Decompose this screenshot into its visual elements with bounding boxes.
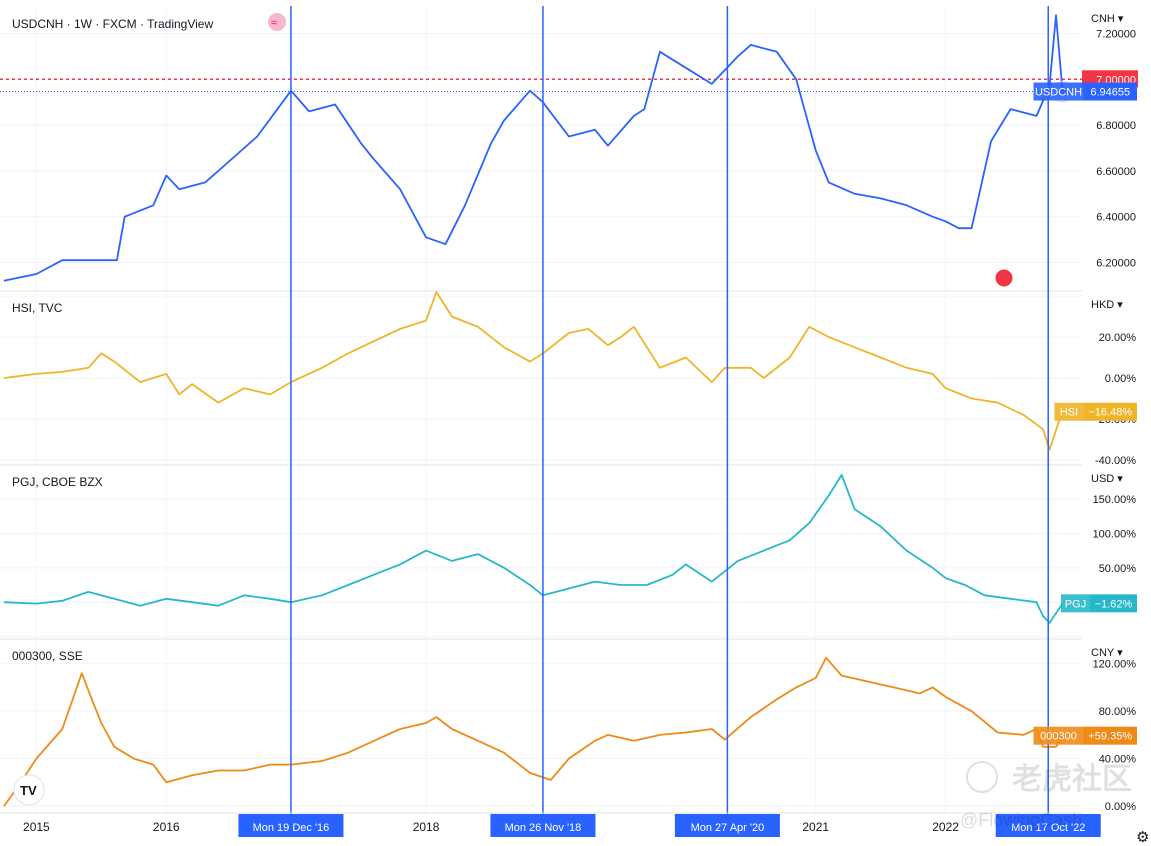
last-value-label: +59.35% xyxy=(1088,731,1132,743)
x-tick-label: 2022 xyxy=(932,820,959,834)
last-value-tag xyxy=(1083,82,1137,101)
price-axis-strip[interactable] xyxy=(1082,0,1151,846)
y-tick-label: -40.00% xyxy=(1095,455,1136,467)
last-value-label: −1.62% xyxy=(1095,598,1133,610)
marker-date-tag xyxy=(995,814,1101,837)
last-value-tag xyxy=(1083,402,1137,421)
pane-4[interactable]: 000300, SSE xyxy=(0,638,1151,812)
pane-title: 000300, SSE xyxy=(12,649,83,663)
watermark-logo-icon xyxy=(966,761,998,793)
y-tick-label: 6.20000 xyxy=(1096,258,1136,270)
y-tick-label: 150.00% xyxy=(1093,494,1137,506)
y-tick-label: 0.00% xyxy=(1105,801,1136,813)
last-value-tag xyxy=(1083,726,1137,745)
last-value-tag xyxy=(1090,594,1137,613)
pane-title: USDCNH · 1W · FXCM · TradingView xyxy=(12,17,213,31)
pane-title: PGJ, CBOE BZX xyxy=(12,475,103,489)
y-tick-label: 40.00% xyxy=(1099,754,1137,766)
watermark-handle: @FlowingCash xyxy=(960,810,1082,830)
series-name-label: PGJ xyxy=(1065,598,1086,610)
pane-2[interactable]: HSI, TVC xyxy=(0,290,1151,464)
marker-date-tag xyxy=(238,814,344,837)
series-line[interactable] xyxy=(3,656,1064,807)
watermark: 老虎社区 @FlowingCash xyxy=(960,761,1132,830)
y-tick-label: 0.00% xyxy=(1105,373,1136,385)
y-tick-label: 120.00% xyxy=(1093,659,1137,671)
series-name-tag[interactable] xyxy=(1033,82,1084,101)
tradingview-logo[interactable]: TV xyxy=(13,774,45,806)
vertical-markers-layer xyxy=(290,6,1049,814)
axis-currency[interactable]: CNY ▾ xyxy=(1091,647,1123,659)
marker-date-tag xyxy=(674,814,780,837)
last-value-label: 6.94655 xyxy=(1090,87,1130,99)
axis-currency[interactable]: USD ▾ xyxy=(1091,473,1123,485)
y-tick-label: 7.20000 xyxy=(1096,28,1136,40)
y-tick-label: 100.00% xyxy=(1093,528,1137,540)
marker-date-label: Mon 17 Oct '22 xyxy=(1011,822,1085,834)
marker-date-label: Mon 26 Nov '18 xyxy=(505,822,582,834)
series-name-tag[interactable] xyxy=(1033,726,1084,745)
series-name-label: HSI xyxy=(1060,407,1078,419)
gear-icon[interactable]: ⚙ xyxy=(1136,829,1149,846)
series-line[interactable] xyxy=(3,14,1064,282)
x-tick-label: 2015 xyxy=(23,820,50,834)
y-tick-label: 6.60000 xyxy=(1096,166,1136,178)
axis-currency[interactable]: HKD ▾ xyxy=(1091,299,1123,311)
marker-date-tag xyxy=(490,814,596,837)
x-tick-label: 2018 xyxy=(413,820,440,834)
y-tick-label: 50.00% xyxy=(1099,563,1137,575)
x-tick-label: 2016 xyxy=(153,820,180,834)
y-tick-label: 6.40000 xyxy=(1096,212,1136,224)
y-tick-label: 80.00% xyxy=(1099,706,1137,718)
series-name-tag[interactable] xyxy=(1061,594,1090,613)
watermark-text: 老虎社区 xyxy=(1012,763,1132,796)
marker-date-label: Mon 19 Dec '16 xyxy=(253,822,330,834)
pane-1[interactable]: USDCNH · 1W · FXCM · TradingView ≈ xyxy=(0,6,1082,290)
series-name-label: USDCNH xyxy=(1035,87,1082,99)
y-tick-label: 6.80000 xyxy=(1096,120,1136,132)
series-line[interactable] xyxy=(3,473,1064,624)
compare-icon[interactable] xyxy=(268,13,286,31)
logo-text: TV xyxy=(20,783,37,798)
x-tick-label: 2021 xyxy=(802,820,829,834)
us-flag-icon[interactable] xyxy=(994,268,1014,288)
pane-title: HSI, TVC xyxy=(12,301,63,315)
marker-date-label: Mon 27 Apr '20 xyxy=(691,822,765,834)
compare-icon-glyph: ≈ xyxy=(271,17,277,29)
panes-layer: USDCNH · 1W · FXCM · TradingView ≈ HSI, TV… xyxy=(0,6,1151,812)
pane-3[interactable]: PGJ, CBOE BZX xyxy=(0,464,1151,638)
y-tick-label: 20.00% xyxy=(1099,332,1137,344)
axis-currency[interactable]: CNH ▾ xyxy=(1091,13,1124,25)
logo-badge[interactable] xyxy=(13,774,45,806)
last-value-label: −16.48% xyxy=(1088,407,1132,419)
series-name-label: 000300 xyxy=(1040,731,1077,743)
series-line[interactable] xyxy=(3,291,1064,451)
series-name-tag[interactable] xyxy=(1054,402,1084,421)
